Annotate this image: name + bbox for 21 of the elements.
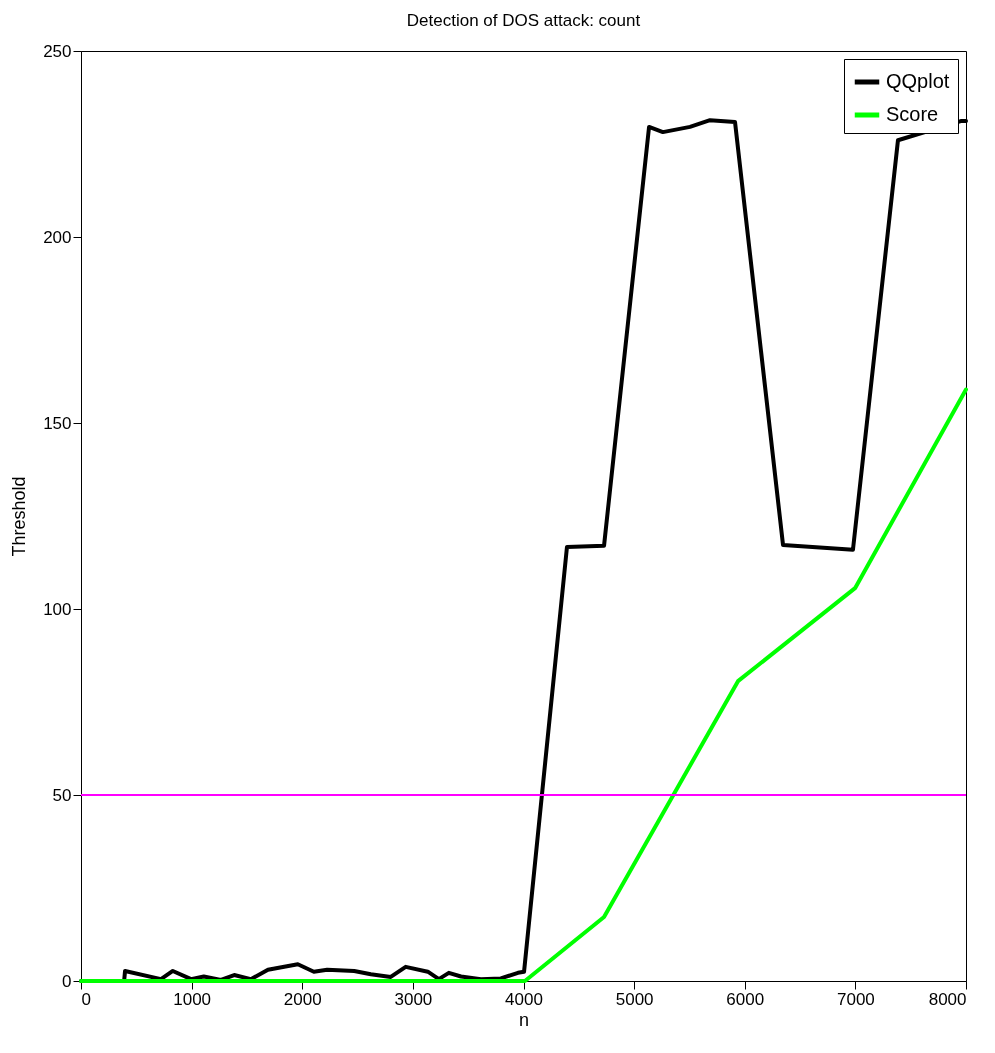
legend-label: QQplot xyxy=(886,70,950,92)
x-tick-label: 6000 xyxy=(726,989,765,1009)
x-tick-label: 0 xyxy=(81,989,91,1009)
x-axis-title: n xyxy=(518,1009,530,1030)
x-tick-label: 4000 xyxy=(505,989,543,1009)
x-tick-label: 2000 xyxy=(283,989,322,1009)
x-tick-label: 3000 xyxy=(394,989,433,1009)
x-tick-label: 8000 xyxy=(928,989,967,1009)
legend-label: Score xyxy=(886,103,939,125)
x-tick-label: 1000 xyxy=(173,989,212,1009)
y-tick-label: 150 xyxy=(43,413,72,433)
y-tick-label: 200 xyxy=(43,227,72,247)
y-axis-title: Threshold xyxy=(9,476,30,557)
x-tick-label: 7000 xyxy=(836,989,875,1009)
y-tick-label: 50 xyxy=(52,785,72,805)
y-tick-label: 100 xyxy=(43,599,72,619)
chart-title: Detection of DOS attack: count xyxy=(406,11,641,30)
y-tick-label: 250 xyxy=(43,41,72,61)
line-series xyxy=(79,387,968,983)
y-tick-label: 0 xyxy=(62,971,72,991)
x-tick-label: 5000 xyxy=(615,989,654,1009)
